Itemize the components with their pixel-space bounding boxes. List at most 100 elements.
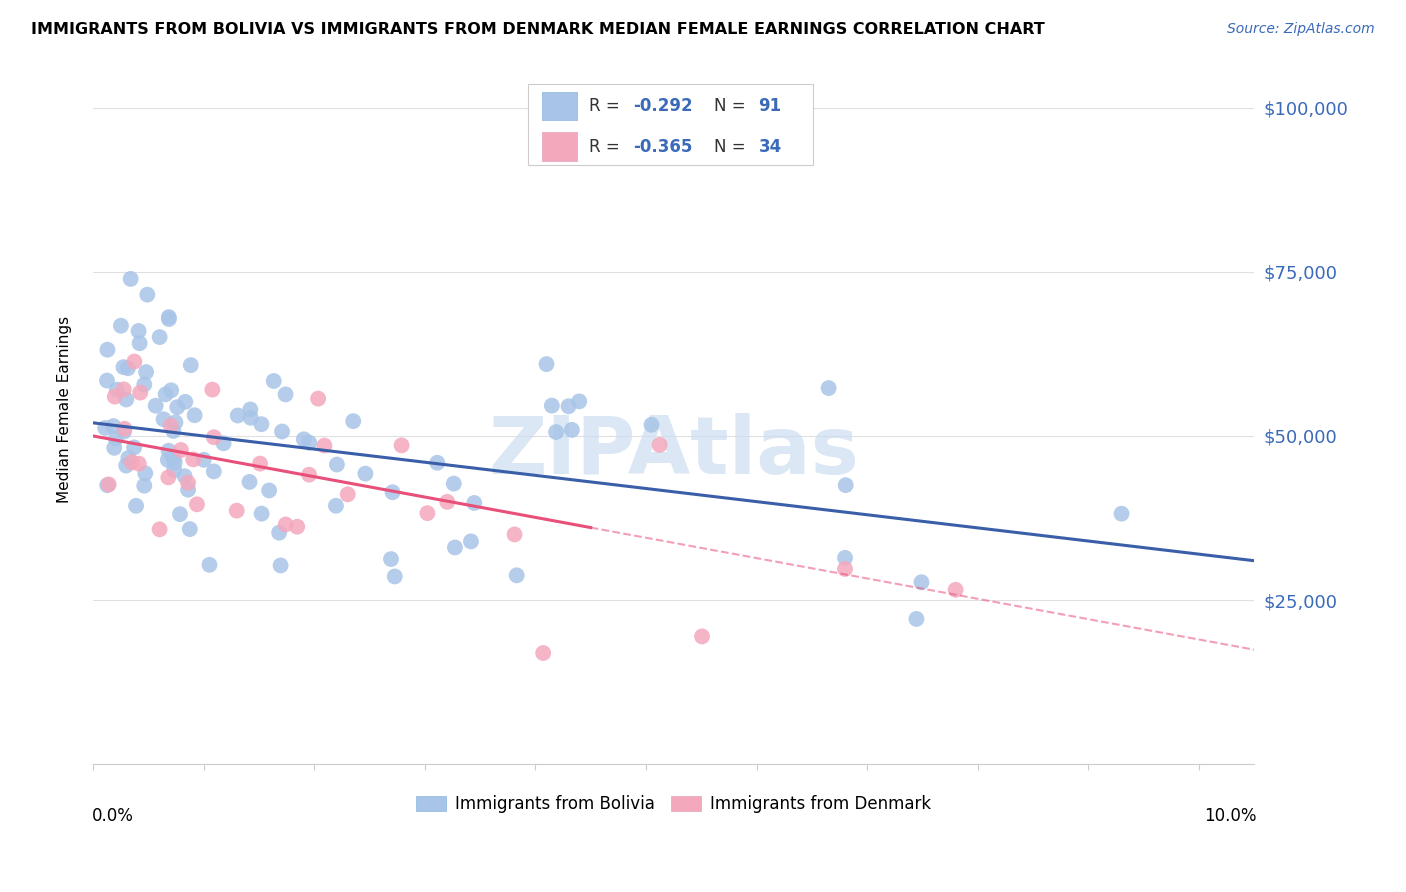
Point bbox=[274, 517, 297, 532]
Point bbox=[152, 412, 174, 426]
Point bbox=[134, 467, 156, 481]
Text: IMMIGRANTS FROM BOLIVIA VS IMMIGRANTS FROM DENMARK MEDIAN FEMALE EARNINGS CORREL: IMMIGRANTS FROM BOLIVIA VS IMMIGRANTS FR… bbox=[31, 22, 1045, 37]
Point bbox=[239, 410, 262, 425]
Y-axis label: Median Female Earnings: Median Female Earnings bbox=[58, 316, 72, 503]
Point bbox=[149, 522, 172, 536]
Point bbox=[120, 272, 142, 286]
Point bbox=[834, 562, 856, 576]
Point bbox=[177, 475, 200, 490]
Legend: Immigrants from Bolivia, Immigrants from Denmark: Immigrants from Bolivia, Immigrants from… bbox=[409, 789, 938, 820]
Text: 34: 34 bbox=[758, 137, 782, 155]
Point bbox=[536, 357, 558, 371]
Text: Source: ZipAtlas.com: Source: ZipAtlas.com bbox=[1227, 22, 1375, 37]
Point bbox=[557, 399, 579, 413]
Point bbox=[307, 392, 329, 406]
Point bbox=[136, 287, 159, 301]
Point bbox=[640, 417, 662, 432]
Point bbox=[460, 534, 482, 549]
Text: 0.0%: 0.0% bbox=[91, 807, 134, 825]
Point bbox=[125, 499, 148, 513]
Point bbox=[269, 525, 291, 540]
Point bbox=[157, 312, 180, 326]
Point bbox=[298, 467, 321, 482]
Point bbox=[381, 485, 404, 500]
Point bbox=[135, 365, 157, 379]
Point bbox=[128, 457, 150, 471]
Point bbox=[380, 552, 402, 566]
Point bbox=[905, 612, 928, 626]
Point bbox=[117, 361, 139, 376]
Point bbox=[298, 435, 321, 450]
Point bbox=[104, 432, 127, 446]
Point bbox=[104, 390, 127, 404]
Point bbox=[181, 452, 204, 467]
Point bbox=[115, 458, 138, 473]
Point bbox=[416, 506, 439, 520]
Point bbox=[163, 456, 186, 470]
Point bbox=[117, 450, 139, 465]
Point bbox=[834, 478, 856, 492]
Point bbox=[177, 483, 200, 497]
Point bbox=[561, 423, 583, 437]
Point bbox=[94, 421, 117, 435]
Point bbox=[166, 400, 188, 414]
FancyBboxPatch shape bbox=[529, 84, 813, 165]
Point bbox=[225, 504, 247, 518]
Text: 10.0%: 10.0% bbox=[1205, 807, 1257, 825]
Point bbox=[157, 470, 180, 484]
Point bbox=[443, 476, 465, 491]
Point bbox=[540, 399, 562, 413]
Point bbox=[156, 453, 179, 467]
Point bbox=[124, 354, 146, 368]
Point bbox=[165, 415, 187, 429]
Point bbox=[96, 343, 118, 357]
Point bbox=[105, 383, 128, 397]
FancyBboxPatch shape bbox=[543, 132, 578, 161]
Point bbox=[110, 318, 132, 333]
Point bbox=[128, 324, 150, 338]
Point bbox=[1111, 507, 1133, 521]
Point bbox=[179, 522, 201, 536]
Point bbox=[96, 478, 118, 492]
Point bbox=[202, 430, 225, 444]
Point bbox=[212, 436, 235, 450]
Point bbox=[544, 425, 567, 439]
Point bbox=[250, 417, 273, 432]
Point bbox=[910, 575, 932, 590]
Point bbox=[384, 569, 406, 583]
Point bbox=[531, 646, 554, 660]
Point bbox=[112, 382, 135, 396]
Point bbox=[292, 432, 315, 446]
Point bbox=[159, 418, 181, 433]
Point bbox=[112, 360, 135, 375]
Point bbox=[160, 384, 183, 398]
Point bbox=[263, 374, 285, 388]
Text: R =: R = bbox=[589, 97, 624, 115]
Point bbox=[945, 582, 967, 597]
FancyBboxPatch shape bbox=[543, 92, 578, 120]
Point bbox=[463, 496, 485, 510]
Point bbox=[174, 395, 197, 409]
Point bbox=[134, 478, 156, 492]
Point bbox=[170, 442, 193, 457]
Point bbox=[285, 519, 308, 533]
Point bbox=[325, 499, 347, 513]
Point bbox=[112, 425, 135, 439]
Point bbox=[436, 495, 458, 509]
Text: ZIPAtlas: ZIPAtlas bbox=[488, 413, 859, 491]
Point bbox=[817, 381, 839, 395]
Point bbox=[257, 483, 280, 498]
Point bbox=[157, 310, 180, 324]
Point bbox=[183, 408, 205, 422]
Point bbox=[180, 358, 202, 372]
Point bbox=[193, 452, 215, 467]
Point bbox=[834, 550, 856, 565]
Point bbox=[198, 558, 221, 572]
Text: -0.292: -0.292 bbox=[633, 97, 693, 115]
Point bbox=[155, 387, 177, 401]
Point bbox=[202, 464, 225, 478]
Point bbox=[163, 463, 186, 477]
Text: N =: N = bbox=[714, 137, 751, 155]
Point bbox=[503, 527, 526, 541]
Point bbox=[226, 409, 249, 423]
